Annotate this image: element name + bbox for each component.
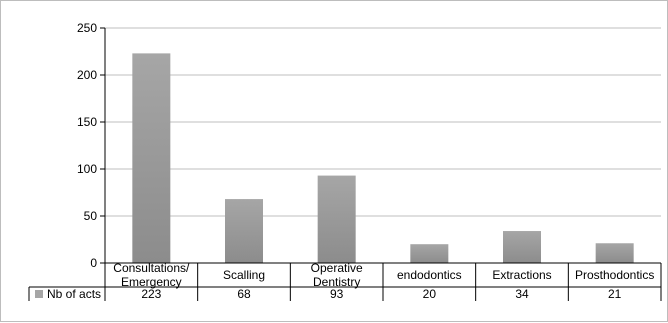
data-table-value: 223 <box>141 287 161 301</box>
data-table-value: 21 <box>608 287 622 301</box>
data-table-value: 93 <box>330 287 344 301</box>
y-tick-label: 50 <box>84 209 98 223</box>
x-category-label: Consultations/ <box>113 261 190 275</box>
bar <box>410 244 449 263</box>
bar <box>595 243 634 263</box>
x-category-label: Prosthodontics <box>575 268 654 282</box>
x-category-label: Extractions <box>492 268 551 282</box>
bars <box>132 53 634 263</box>
bar <box>317 175 356 263</box>
bar <box>132 53 171 263</box>
data-table-value: 68 <box>237 287 251 301</box>
y-tick-label: 150 <box>77 115 97 129</box>
data-table-value: 34 <box>515 287 529 301</box>
x-category-label: Emergency <box>121 275 182 289</box>
y-tick-label: 200 <box>77 68 97 82</box>
y-axis-ticks: 0 50 100 150 200 250 <box>77 21 97 270</box>
x-category-label: Dentistry <box>313 275 360 289</box>
y-tick-label: 100 <box>77 162 97 176</box>
x-category-label: Operative <box>311 261 363 275</box>
series-name: Nb of acts <box>47 287 101 301</box>
x-category-label: endodontics <box>397 268 462 282</box>
y-tick-label: 250 <box>77 21 97 35</box>
bar <box>225 199 263 263</box>
data-table-value: 20 <box>423 287 437 301</box>
gridlines <box>105 27 661 217</box>
legend-swatch <box>35 290 43 298</box>
y-tick-label: 0 <box>90 256 97 270</box>
bar <box>503 231 541 263</box>
x-category-label: Scalling <box>223 268 265 282</box>
